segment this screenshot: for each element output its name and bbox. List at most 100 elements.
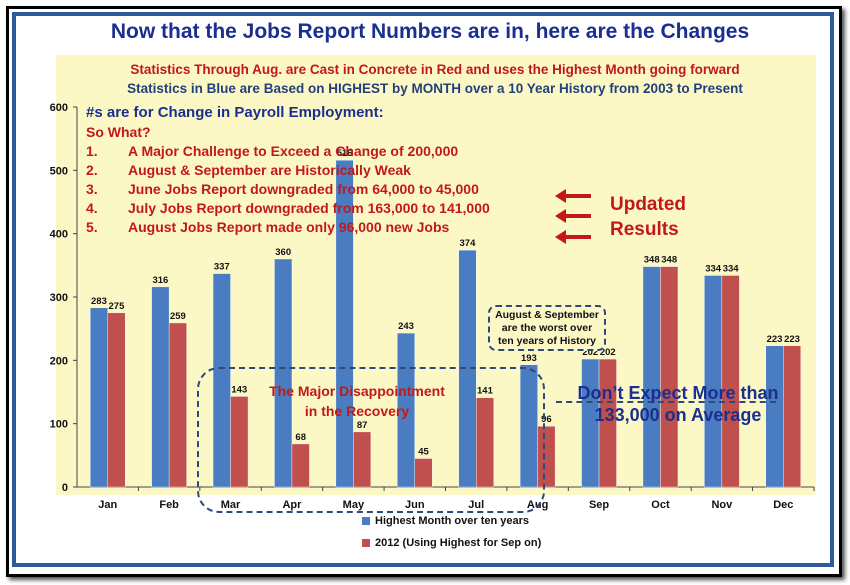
note-number: 5. xyxy=(86,219,98,235)
bar xyxy=(537,426,556,488)
bar xyxy=(598,358,617,488)
legend-label: 2012 (Using Highest for Sep on) xyxy=(375,537,542,549)
updated-line2: Results xyxy=(610,219,679,240)
updated-results-callout: Updated Results xyxy=(610,192,686,242)
data-label: 337 xyxy=(214,262,230,273)
y-tick-label: 400 xyxy=(50,229,68,241)
disappointment-box xyxy=(197,367,545,513)
expect-line1: Don’t Expect More than xyxy=(577,383,779,403)
bar xyxy=(721,275,740,488)
disappointment-callout: The Major Disappointment in the Recovery xyxy=(247,381,467,421)
x-tick-label: Sep xyxy=(589,499,609,511)
bar xyxy=(274,258,293,488)
legend-swatch-blue xyxy=(362,517,370,526)
data-label: 243 xyxy=(398,321,414,332)
legend-label: Highest Month over ten years xyxy=(375,515,530,527)
note-text: June Jobs Report downgraded from 64,000 … xyxy=(128,181,479,197)
aug-sep-line2: are the worst over xyxy=(501,322,593,334)
x-tick-label: Jun xyxy=(405,499,425,511)
x-tick-label: May xyxy=(343,499,365,511)
bar xyxy=(90,307,108,488)
note-text: A Major Challenge to Exceed a Change of … xyxy=(128,143,459,159)
data-label: 360 xyxy=(275,247,291,258)
data-label: 223 xyxy=(784,334,800,345)
note-text: August & September are Historically Weak xyxy=(128,162,411,178)
data-label: 68 xyxy=(295,432,306,443)
data-label: 223 xyxy=(767,334,783,345)
note-item: 4. July Jobs Report downgraded from 163,0… xyxy=(86,200,490,216)
bar xyxy=(783,345,801,488)
x-tick-label: Jul xyxy=(468,499,484,511)
arrow-left-icon xyxy=(555,230,591,244)
note-item: 5. August Jobs Report made only 96,000 ne… xyxy=(86,219,490,235)
data-label: 202 xyxy=(600,347,616,358)
data-label: 141 xyxy=(477,386,494,397)
subtitle-blue: Statistics in Blue are Based on HIGHEST … xyxy=(127,81,743,96)
note-item: 1. A Major Challenge to Exceed a Change o… xyxy=(86,143,490,159)
arrow-left-icon xyxy=(555,189,591,203)
data-label: 259 xyxy=(170,311,186,322)
bar xyxy=(414,458,433,488)
aug-sep-line3: ten years of History xyxy=(497,335,597,347)
note-number: 4. xyxy=(86,200,98,216)
y-tick-label: 100 xyxy=(50,419,68,431)
bar xyxy=(476,397,494,488)
legend-swatch-red xyxy=(362,539,370,548)
data-label: 87 xyxy=(357,420,368,431)
expect-line2: 133,000 on Average xyxy=(594,405,762,425)
note-item: 2. August & September are Historically We… xyxy=(86,162,490,178)
legend-item-2012: 2012 (Using Highest for Sep on) xyxy=(362,537,541,549)
data-label: 96 xyxy=(541,414,552,425)
y-tick-label: 200 xyxy=(50,355,68,367)
note-text: July Jobs Report downgraded from 163,000… xyxy=(128,200,490,216)
aug-sep-callout: August & September are the worst over te… xyxy=(488,305,606,351)
data-label: 316 xyxy=(152,275,168,286)
x-tick-label: Oct xyxy=(651,499,670,511)
data-label: 202 xyxy=(582,347,598,358)
x-tick-label: Mar xyxy=(221,499,241,511)
data-label: 275 xyxy=(109,301,126,312)
y-tick-label: 300 xyxy=(50,292,68,304)
note-number: 2. xyxy=(86,162,98,178)
x-tick-label: Dec xyxy=(773,499,793,511)
bar xyxy=(519,364,538,488)
data-label: 334 xyxy=(723,263,740,274)
aug-sep-line1: August & September xyxy=(495,309,599,321)
bar xyxy=(151,286,170,488)
x-tick-label: Jan xyxy=(98,499,117,511)
bar xyxy=(335,159,354,488)
subtitle-red: Statistics Through Aug. are Cast in Conc… xyxy=(130,62,740,77)
data-label: 348 xyxy=(661,255,677,266)
disappoint-line1: The Major Disappointment xyxy=(269,383,445,399)
data-label: 348 xyxy=(644,255,660,266)
bar xyxy=(397,332,415,488)
note-number: 3. xyxy=(86,181,98,197)
data-label: 193 xyxy=(521,353,537,364)
x-tick-label: Feb xyxy=(159,499,179,511)
legend-item-highest: Highest Month over ten years xyxy=(362,515,529,527)
data-label: 283 xyxy=(91,296,107,307)
x-tick-label: Apr xyxy=(282,499,302,511)
note-item: 3. June Jobs Report downgraded from 64,00… xyxy=(86,181,490,197)
data-label: 45 xyxy=(418,447,429,458)
bar xyxy=(660,266,679,488)
data-label: 516 xyxy=(337,148,353,159)
y-tick-label: 500 xyxy=(50,165,68,177)
bar xyxy=(642,266,661,488)
note-text: August Jobs Report made only 96,000 new … xyxy=(128,219,450,235)
page-title: Now that the Jobs Report Numbers are in,… xyxy=(110,20,750,43)
arrow-left-icon xyxy=(555,209,591,223)
notes-heading: #s are for Change in Payroll Employment: xyxy=(86,104,384,121)
y-tick-label: 0 xyxy=(62,482,68,494)
notes-question: So What? xyxy=(86,124,151,140)
bar xyxy=(168,322,187,488)
data-label: 374 xyxy=(460,238,477,249)
disappoint-line2: in the Recovery xyxy=(304,403,410,419)
x-tick-label: Nov xyxy=(711,499,733,511)
bar xyxy=(107,312,126,488)
bar xyxy=(291,443,310,488)
updated-line1: Updated xyxy=(610,194,686,215)
data-label: 334 xyxy=(705,263,722,274)
y-tick-label: 600 xyxy=(50,102,68,114)
